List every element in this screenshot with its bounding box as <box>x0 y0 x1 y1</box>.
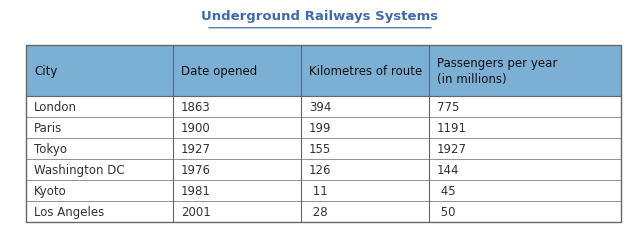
Text: 1927: 1927 <box>437 142 467 155</box>
Text: London: London <box>34 100 77 113</box>
Text: 155: 155 <box>309 142 332 155</box>
Text: 1981: 1981 <box>181 184 211 197</box>
Text: 775: 775 <box>437 100 460 113</box>
Text: Date opened: Date opened <box>181 65 257 77</box>
Text: 11: 11 <box>309 184 328 197</box>
Text: Passengers per year
(in millions): Passengers per year (in millions) <box>437 57 557 85</box>
Text: Kyoto: Kyoto <box>34 184 67 197</box>
Text: 28: 28 <box>309 205 328 218</box>
Text: 50: 50 <box>437 205 456 218</box>
Bar <box>26 46 621 222</box>
Text: 1976: 1976 <box>181 163 211 176</box>
Text: 1900: 1900 <box>181 121 211 134</box>
Text: 45: 45 <box>437 184 456 197</box>
Text: 394: 394 <box>309 100 332 113</box>
Text: Paris: Paris <box>34 121 62 134</box>
Text: 2001: 2001 <box>181 205 211 218</box>
Text: Underground Railways Systems: Underground Railways Systems <box>202 10 438 22</box>
Text: 1927: 1927 <box>181 142 211 155</box>
Text: 126: 126 <box>309 163 332 176</box>
Bar <box>26 46 621 96</box>
Text: 144: 144 <box>437 163 460 176</box>
Text: 1191: 1191 <box>437 121 467 134</box>
Text: 1863: 1863 <box>181 100 211 113</box>
Text: Los Angeles: Los Angeles <box>34 205 104 218</box>
Text: Washington DC: Washington DC <box>34 163 125 176</box>
Text: City: City <box>34 65 58 77</box>
Text: 199: 199 <box>309 121 332 134</box>
Text: Kilometres of route: Kilometres of route <box>309 65 422 77</box>
Text: Tokyo: Tokyo <box>34 142 67 155</box>
